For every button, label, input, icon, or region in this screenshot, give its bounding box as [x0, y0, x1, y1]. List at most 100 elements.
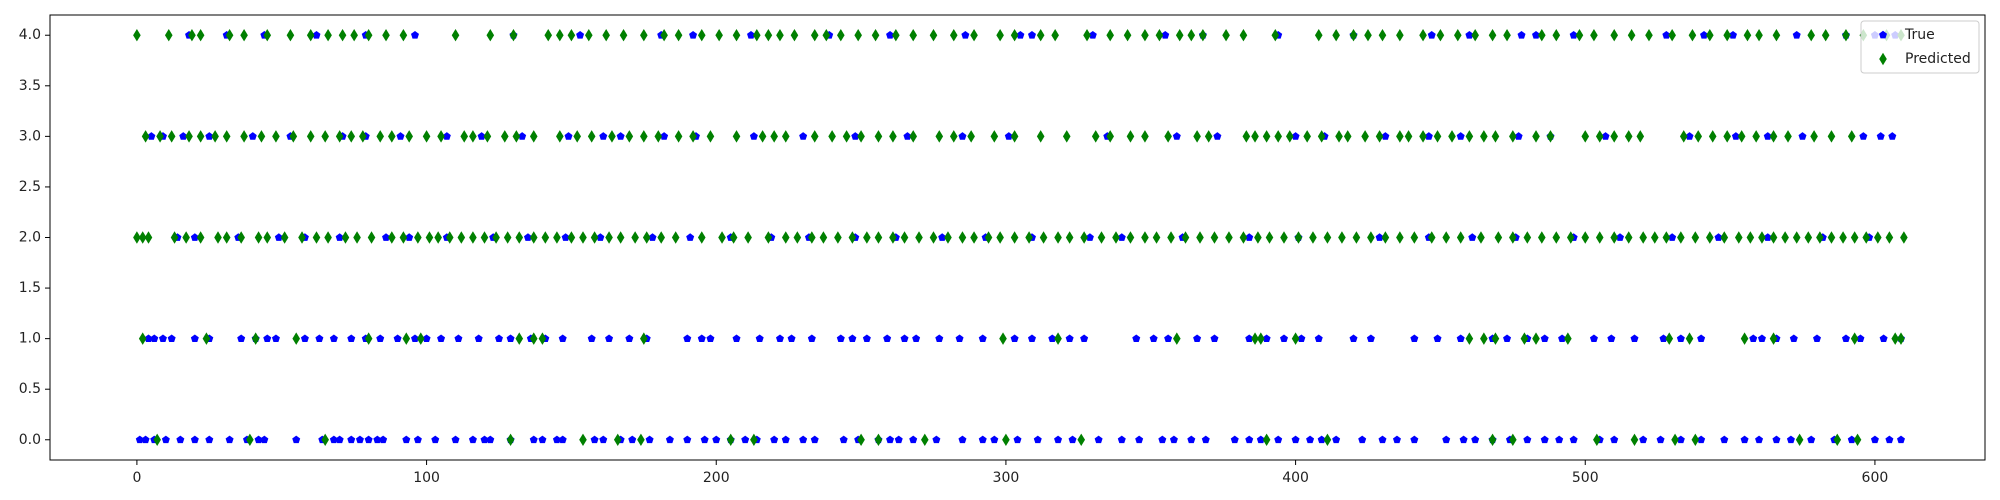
- data-point-predicted: [1051, 29, 1059, 42]
- series-predicted: [133, 29, 1908, 446]
- data-point-true: [1033, 435, 1042, 444]
- data-point-predicted: [1509, 130, 1517, 143]
- data-point-predicted: [631, 231, 639, 244]
- data-point-predicted: [1442, 231, 1451, 244]
- data-point-predicted: [781, 130, 790, 143]
- data-point-true: [190, 233, 199, 241]
- data-point-predicted: [1532, 130, 1540, 143]
- data-point-predicted: [469, 231, 477, 244]
- data-point-true: [379, 435, 388, 444]
- data-point-predicted: [1891, 332, 1900, 345]
- data-point-true: [886, 435, 895, 444]
- data-point-true: [442, 132, 451, 140]
- data-point-predicted: [758, 130, 767, 143]
- data-point-predicted: [164, 29, 173, 42]
- data-point-predicted: [1141, 130, 1149, 143]
- data-point-predicted: [1396, 231, 1404, 244]
- data-point-predicted: [324, 29, 332, 42]
- data-point-true: [1085, 233, 1094, 241]
- data-point-true: [1639, 435, 1648, 444]
- data-point-predicted: [810, 29, 819, 42]
- data-point-true: [1291, 132, 1300, 140]
- data-point-predicted: [402, 332, 411, 345]
- data-point-predicted: [188, 29, 196, 42]
- data-point-predicted: [1758, 231, 1766, 244]
- data-point-true: [135, 435, 144, 444]
- data-point-predicted: [1164, 130, 1172, 143]
- data-point-predicted: [1323, 433, 1332, 446]
- data-point-predicted: [280, 231, 289, 244]
- data-point-predicted: [1804, 231, 1813, 244]
- data-point-true: [1728, 31, 1737, 39]
- data-point-predicted: [1720, 231, 1729, 244]
- data-point-true: [862, 334, 871, 343]
- data-point-true: [1740, 435, 1749, 444]
- data-point-true: [1789, 334, 1798, 343]
- data-point-predicted: [1491, 332, 1500, 345]
- data-point-predicted: [170, 231, 179, 244]
- data-point-predicted: [457, 231, 466, 244]
- data-point-predicted: [1222, 29, 1230, 42]
- data-point-predicted: [640, 332, 648, 345]
- data-point-true: [271, 334, 280, 343]
- data-point-predicted: [706, 130, 715, 143]
- data-point-true: [263, 334, 272, 343]
- data-point-true: [781, 435, 790, 444]
- data-point-predicted: [196, 29, 205, 42]
- data-point-true: [254, 435, 263, 444]
- data-point-true: [1027, 31, 1036, 39]
- data-point-predicted: [640, 29, 648, 42]
- data-point-predicted: [254, 231, 263, 244]
- data-point-predicted: [515, 231, 524, 244]
- data-point-true: [248, 132, 257, 140]
- data-point-true: [576, 31, 585, 39]
- data-point-predicted: [1271, 29, 1280, 42]
- data-point-predicted: [1025, 231, 1033, 244]
- data-point-true: [1381, 132, 1390, 140]
- data-point-predicted: [1091, 130, 1100, 143]
- data-point-true: [1616, 233, 1625, 241]
- data-point-true: [1879, 334, 1888, 343]
- data-point-predicted: [306, 29, 315, 42]
- data-point-true: [1378, 435, 1387, 444]
- data-point-true: [596, 233, 605, 241]
- data-point-predicted: [1309, 231, 1317, 244]
- data-point-predicted: [718, 231, 726, 244]
- data-point-predicted: [781, 231, 790, 244]
- data-point-predicted: [515, 332, 524, 345]
- legend-label-true: True: [1904, 27, 1935, 43]
- data-point-true: [932, 435, 941, 444]
- data-point-predicted: [1364, 29, 1372, 42]
- data-point-predicted: [657, 231, 666, 244]
- data-point-predicted: [416, 332, 425, 345]
- data-point-predicted: [202, 332, 211, 345]
- data-point-true: [190, 334, 199, 343]
- data-point-predicted: [529, 231, 538, 244]
- data-point-predicted: [1795, 433, 1804, 446]
- data-point-true: [1314, 334, 1323, 343]
- data-point-predicted: [196, 130, 205, 143]
- data-point-true: [775, 334, 784, 343]
- data-point-predicted: [1885, 231, 1894, 244]
- data-point-true: [1772, 435, 1781, 444]
- data-point-predicted: [874, 130, 883, 143]
- data-point-predicted: [819, 231, 828, 244]
- data-point-predicted: [1595, 231, 1604, 244]
- data-point-predicted: [616, 231, 625, 244]
- data-point-predicted: [321, 130, 329, 143]
- data-point-predicted: [1280, 231, 1288, 244]
- data-point-predicted: [1827, 130, 1836, 143]
- data-point-true: [1465, 31, 1474, 39]
- data-point-predicted: [1199, 29, 1207, 42]
- data-point-predicted: [324, 231, 332, 244]
- data-point-predicted: [1187, 29, 1196, 42]
- data-point-predicted: [834, 231, 842, 244]
- data-point-predicted: [1291, 332, 1300, 345]
- data-point-predicted: [286, 29, 295, 42]
- data-point-true: [382, 233, 391, 241]
- data-point-true: [1210, 334, 1219, 343]
- data-point-true: [912, 334, 921, 343]
- data-points: [133, 29, 1908, 446]
- data-point-true: [300, 334, 309, 343]
- data-point-predicted: [292, 332, 301, 345]
